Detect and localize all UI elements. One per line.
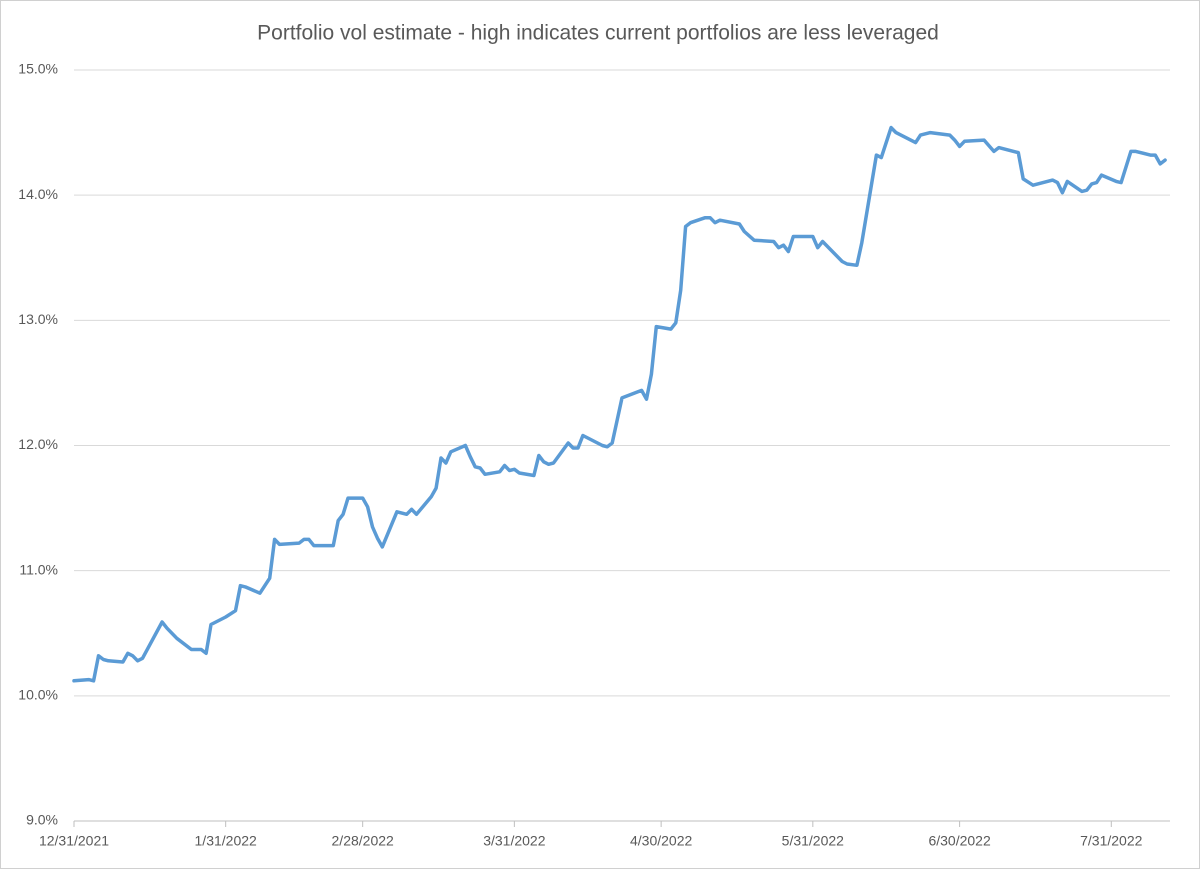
- y-tick-label: 11.0%: [19, 561, 58, 577]
- y-tick-label: 14.0%: [18, 186, 58, 202]
- chart-title: Portfolio vol estimate - high indicates …: [257, 22, 939, 45]
- y-tick-label: 15.0%: [18, 61, 58, 77]
- x-tick-label: 2/28/2022: [332, 833, 394, 849]
- y-tick-label: 10.0%: [18, 687, 58, 703]
- x-tick-label: 4/30/2022: [630, 833, 692, 849]
- data-line: [72, 125, 1167, 683]
- y-tick-label: 13.0%: [18, 311, 58, 327]
- y-tick-label: 12.0%: [18, 436, 58, 452]
- y-tick-label: 9.0%: [26, 812, 58, 828]
- x-tick-label: 3/31/2022: [483, 833, 545, 849]
- x-tick-label: 7/31/2022: [1080, 833, 1142, 849]
- x-tick-label: 1/31/2022: [195, 833, 257, 849]
- x-tick-label: 12/31/2021: [39, 833, 109, 849]
- x-tick-label: 6/30/2022: [928, 833, 990, 849]
- x-tick-label: 5/31/2022: [782, 833, 844, 849]
